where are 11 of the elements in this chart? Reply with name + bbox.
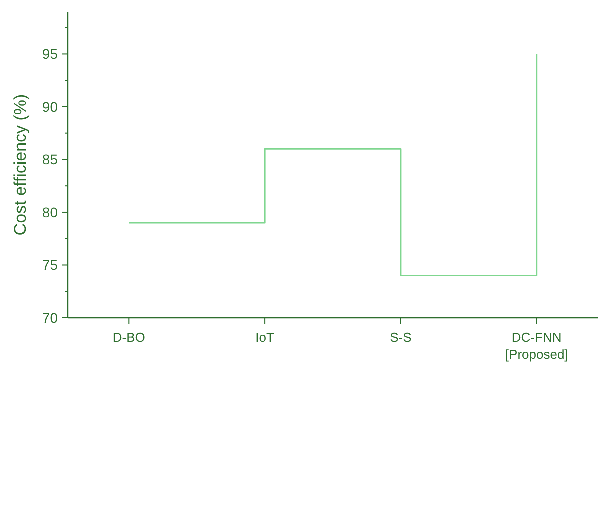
y-tick-label: 70 [42,310,58,326]
x-tick-label: S-S [390,330,412,345]
y-tick-label: 95 [42,46,58,62]
y-tick-label: 75 [42,257,58,274]
y-tick-label: 80 [42,204,58,220]
y-axis-title: Cost efficiency (%) [11,94,30,236]
x-tick-label: DC-FNN [Proposed] [505,330,568,362]
y-tick-label: 85 [42,152,58,168]
x-tick-label: IoT [256,330,274,345]
x-tick-label: D-BO [112,330,146,345]
y-tick-label: 90 [42,98,58,115]
